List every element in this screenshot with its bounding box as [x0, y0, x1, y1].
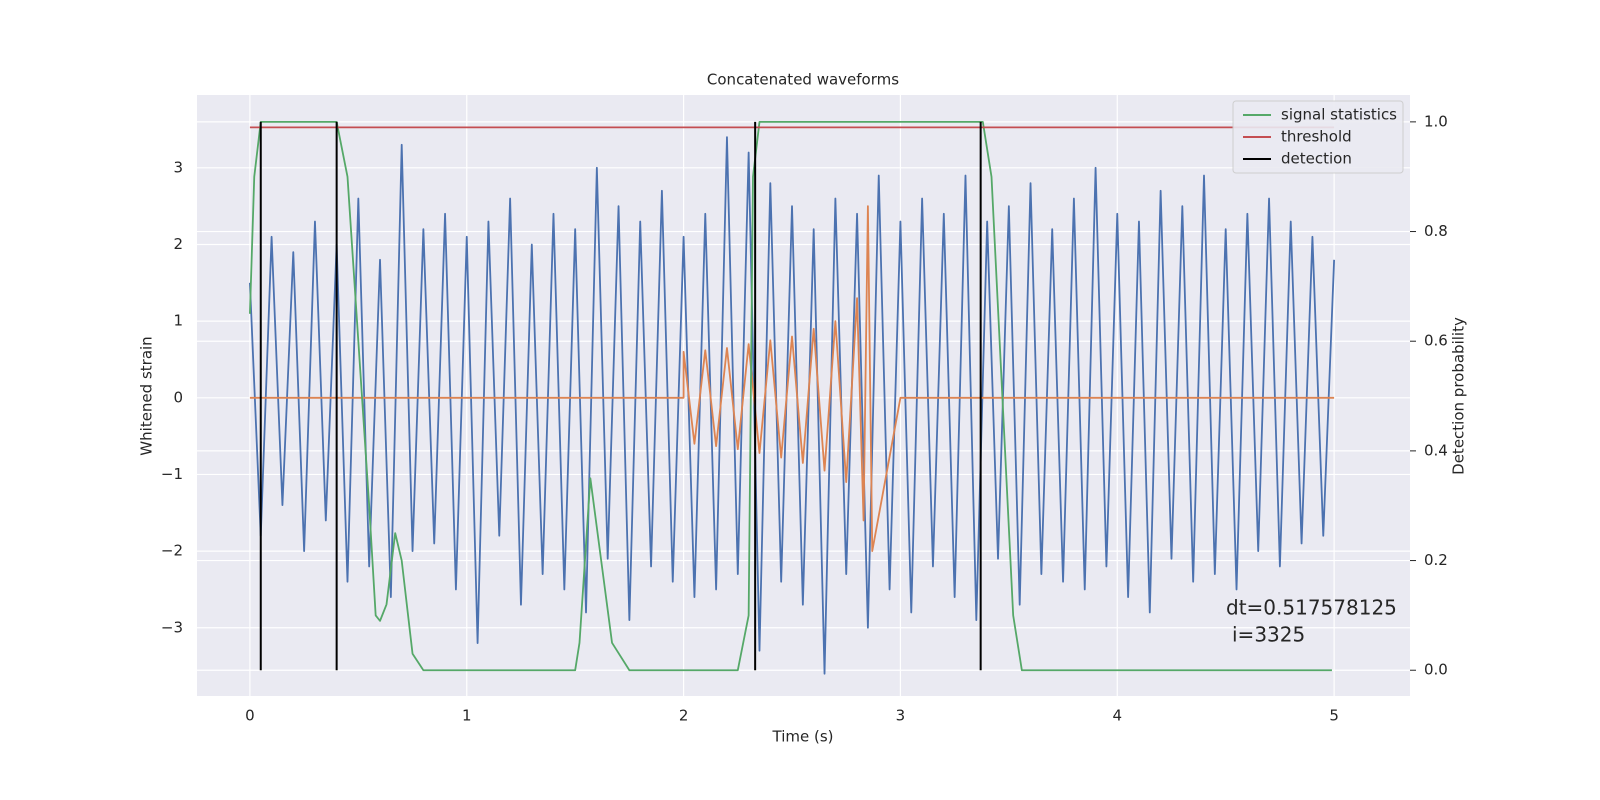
y-tick-label: −1	[161, 465, 183, 483]
annotation: dt=0.517578125	[1226, 596, 1397, 620]
x-axis-label: Time (s)	[772, 728, 834, 746]
y-tick-label: 3	[173, 158, 183, 176]
series-line	[249, 136, 1336, 675]
legend-label: signal statistics	[1281, 106, 1397, 124]
x-tick-label: 5	[1329, 707, 1339, 725]
annotation: i=3325	[1232, 623, 1305, 647]
y-tick-label: −2	[161, 542, 183, 560]
y-axis-label: Whitened strain	[138, 336, 156, 455]
x-tick-label: 1	[462, 707, 472, 725]
y2-tick-label: 1.0	[1424, 112, 1448, 130]
y-tick-label: 0	[173, 388, 183, 406]
series-line	[249, 120, 1332, 672]
y2-axis-label: Detection probability	[1450, 317, 1468, 475]
legend-label: detection	[1281, 150, 1352, 168]
legend-box	[1232, 100, 1404, 174]
x-tick-label: 4	[1112, 707, 1122, 725]
legend-label: threshold	[1281, 128, 1352, 146]
y2-tick-label: 0.6	[1424, 332, 1448, 350]
y-tick-label: −3	[161, 618, 183, 636]
y2-tick-label: 0.0	[1424, 661, 1448, 679]
y2-tick-label: 0.2	[1424, 551, 1448, 569]
chart-title: Concatenated waveforms	[707, 71, 899, 89]
x-tick-label: 3	[896, 707, 906, 725]
x-tick-label: 2	[679, 707, 689, 725]
y2-tick-label: 0.4	[1424, 441, 1448, 459]
series-line	[249, 205, 1335, 553]
y2-tick-label: 0.8	[1424, 222, 1448, 240]
y-tick-label: 1	[173, 312, 183, 330]
x-tick-label: 0	[245, 707, 255, 725]
y-tick-label: 2	[173, 235, 183, 253]
